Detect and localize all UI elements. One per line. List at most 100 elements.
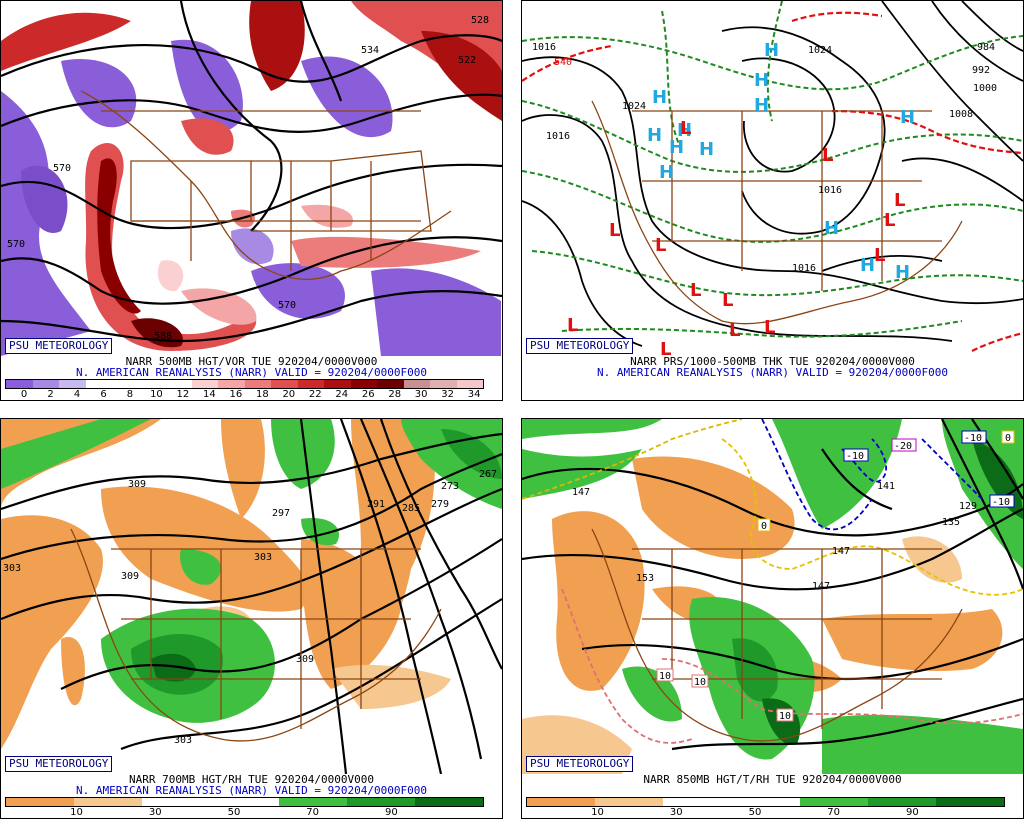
scale-swatch [663, 798, 732, 806]
low-pressure-center: L [680, 118, 691, 139]
high-pressure-center: H [677, 120, 692, 141]
scale-tick-label: 18 [255, 389, 269, 400]
contour-label: 267 [479, 469, 497, 480]
contour-label: 147 [572, 487, 590, 498]
scale-tick-label: 24 [335, 389, 349, 400]
psu-meteorology-badge: PSU METEOROLOGY [526, 756, 634, 772]
scale-swatch [346, 798, 415, 806]
scale-swatch [32, 380, 59, 388]
high-pressure-center: H [754, 70, 769, 91]
temp-label: 0 [761, 521, 767, 532]
contour-label: 1016 [792, 263, 816, 274]
map-subcaption: N. AMERICAN REANALYSIS (NARR) VALID = 92… [597, 366, 948, 379]
contour-label: 303 [3, 563, 21, 574]
high-pressure-center: H [699, 139, 714, 160]
scale-tick-label: 30 [414, 389, 428, 400]
low-pressure-center: L [567, 315, 578, 336]
map-caption: NARR PRS/1000-500MB THK TUE 920204/0000V… [630, 355, 915, 368]
scale-tick-label: 32 [441, 389, 455, 400]
scale-swatch [218, 380, 245, 388]
contour-label: 135 [942, 517, 960, 528]
scale-swatch [403, 380, 430, 388]
scale-swatch [244, 380, 271, 388]
scale-swatch [414, 798, 483, 806]
high-pressure-center: H [860, 255, 875, 276]
contour-label-534: 534 [361, 45, 379, 56]
contour-label-570c: 570 [278, 300, 296, 311]
temp-label: 0 [1005, 433, 1011, 444]
scale-swatch [271, 380, 298, 388]
scale-tick-label: 26 [361, 389, 375, 400]
low-pressure-center: L [609, 220, 620, 241]
panel-500mb-vorticity: 528 534 522 570 570 570 588 PSU METEOROL… [0, 0, 503, 401]
contour-label: 279 [431, 499, 449, 510]
contour-label: 147 [812, 581, 830, 592]
contour-label: 1016 [546, 131, 570, 142]
contour-label: 992 [972, 65, 990, 76]
contour-label: 1000 [973, 83, 997, 94]
scale-tick-label: 34 [467, 389, 481, 400]
high-pressure-center: H [754, 95, 769, 116]
contour-label: 297 [272, 508, 290, 519]
low-pressure-center: L [822, 145, 833, 166]
scale-swatch [165, 380, 192, 388]
map-caption: NARR 850MB HGT/T/RH TUE 920204/0000V000 [643, 773, 902, 786]
contour-label: 540 [554, 57, 572, 68]
vorticity-scale-ticks: 0 2 4 6 8 10 12 14 16 18 20 22 24 26 28 30 32 34 [5, 389, 482, 401]
map-caption: NARR 700MB HGT/RH TUE 920204/0000V000 [128, 773, 375, 786]
high-pressure-center: H [647, 125, 662, 146]
scale-swatch [595, 798, 664, 806]
contour-label: 1016 [818, 185, 842, 196]
psu-meteorology-badge: PSU METEOROLOGY [5, 338, 113, 354]
scale-swatch [6, 380, 33, 388]
contour-label-528: 528 [471, 15, 489, 26]
contour-label: 303 [254, 552, 272, 563]
high-pressure-center: H [895, 262, 910, 283]
scale-tick-label: 10 [150, 389, 163, 400]
scale-tick-label: 8 [126, 389, 134, 400]
scale-tick-label: 90 [384, 807, 398, 818]
scale-swatch [350, 380, 377, 388]
contour-label: 984 [977, 42, 995, 53]
scale-swatch [59, 380, 86, 388]
temp-label: -10 [992, 497, 1010, 508]
contour-label: 1016 [532, 42, 556, 53]
scale-swatch [377, 380, 404, 388]
low-pressure-center: L [874, 245, 885, 266]
scale-swatch [138, 380, 165, 388]
contour-label: 141 [877, 481, 895, 492]
panel-sea-level-pressure-thickness: H H H H H H H H H H H H H L L L L L L L … [521, 0, 1024, 401]
scale-tick-label: 12 [176, 389, 190, 400]
map-700mb-rh: 309 303 309 297 303 291 285 279 273 267 … [1, 419, 502, 774]
map-500mb-vorticity: 528 534 522 570 570 570 588 [1, 1, 502, 356]
panel-850mb-temp-rh: 147 153 147 141 147 135 129 -10 -20 -10 … [521, 418, 1024, 819]
scale-tick-label: 10 [70, 807, 83, 818]
rh-scale-ticks: 10 30 50 70 90 [5, 807, 482, 819]
high-pressure-center: H [764, 40, 779, 61]
map-subcaption: N. AMERICAN REANALYSIS (NARR) VALID = 92… [76, 784, 427, 797]
contour-label: 309 [128, 479, 146, 490]
contour-label: 129 [959, 501, 977, 512]
scale-swatch [278, 798, 347, 806]
contour-label: 273 [441, 481, 459, 492]
vorticity-color-scale [5, 379, 484, 389]
contour-label-570a: 570 [53, 163, 71, 174]
scale-tick-label: 30 [669, 807, 683, 818]
scale-tick-label: 20 [282, 389, 296, 400]
scale-tick-label: 28 [388, 389, 402, 400]
scale-tick-label: 10 [591, 807, 604, 818]
scale-swatch [142, 798, 211, 806]
high-pressure-center: H [652, 87, 667, 108]
scale-swatch [731, 798, 800, 806]
scale-swatch [324, 380, 351, 388]
map-850mb-temp-rh: 147 153 147 141 147 135 129 -10 -20 -10 … [522, 419, 1023, 774]
contour-label: 291 [367, 499, 385, 510]
scale-swatch [935, 798, 1004, 806]
scale-swatch [867, 798, 936, 806]
scale-tick-label: 14 [203, 389, 216, 400]
low-pressure-center: L [764, 317, 775, 338]
scale-tick-label: 22 [308, 389, 322, 400]
scale-swatch [799, 798, 868, 806]
contour-label: 309 [296, 654, 314, 665]
scale-tick-label: 0 [20, 389, 28, 400]
